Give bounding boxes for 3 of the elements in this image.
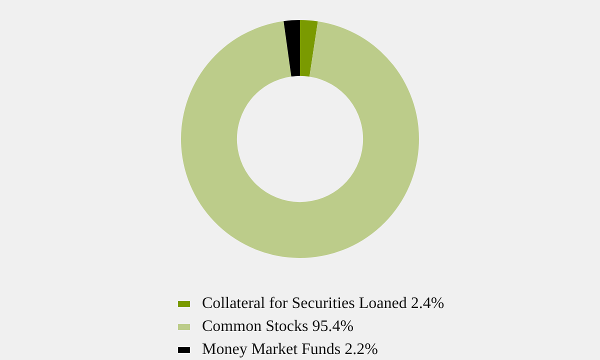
legend-label: Common Stocks 95.4%	[202, 318, 354, 336]
legend-label: Money Market Funds 2.2%	[202, 340, 378, 358]
legend-label: Collateral for Securities Loaned 2.4%	[202, 294, 444, 312]
